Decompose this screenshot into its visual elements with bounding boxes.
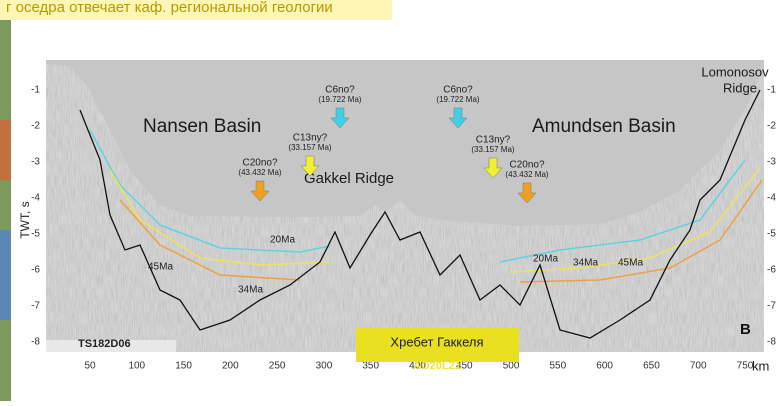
y-tick-label: -5: [31, 229, 40, 240]
x-tick-label: 550: [550, 361, 567, 372]
banner-text: г оседра отвечает каф. региональной геол…: [6, 0, 333, 16]
banner-bg: [0, 0, 392, 20]
x-tick-label: 150: [175, 361, 192, 372]
anomaly-name: C13ny?: [476, 135, 511, 146]
horizon: [119, 199, 301, 281]
panel-label: B: [740, 321, 751, 338]
y-tick-label: -8: [31, 337, 40, 348]
ridge-label: Gakkel Ridge: [304, 170, 394, 187]
arrow: [517, 182, 537, 204]
y-tick-label: -7: [767, 301, 776, 312]
anomaly-name: C13ny?: [293, 133, 328, 144]
basin-label: Amundsen Basin: [532, 116, 676, 137]
x-tick-label: 500: [503, 361, 520, 372]
x-tick-label: 750: [737, 361, 754, 372]
anomaly-name: C20no?: [509, 160, 544, 171]
y-tick-label: -6: [31, 265, 40, 276]
y-tick-label: -1: [31, 85, 40, 96]
anomaly-age: (19.722 Ma): [436, 95, 479, 104]
y-tick-label: -4: [767, 193, 776, 204]
profile-label: TS182D06: [78, 338, 131, 350]
anomaly-age: (19.722 Ma): [318, 95, 361, 104]
anomaly-name: C20no?: [242, 158, 277, 169]
basin-label: Nansen Basin: [143, 116, 261, 137]
x-tick-label: 100: [128, 361, 145, 372]
caption-box: [356, 328, 519, 362]
y-tick-label: -6: [767, 265, 776, 276]
y-tick-label: -2: [31, 121, 40, 132]
caption-title: Хребет Гаккеля: [390, 334, 483, 349]
y-axis-title: TWT, s: [18, 201, 32, 238]
x-tick-label: 450: [456, 361, 473, 372]
x-tick-label: 350: [362, 361, 379, 372]
anomaly-name: C6no?: [325, 85, 355, 96]
age-label: 20Ma: [270, 235, 295, 246]
arrow: [448, 107, 468, 129]
basement: [79, 89, 761, 339]
horizon: [109, 169, 331, 266]
y-tick-label: -2: [767, 121, 776, 132]
horizon: [509, 167, 761, 273]
x-tick-label: 650: [643, 361, 660, 372]
anomaly-age: (33.157 Ma): [471, 145, 514, 154]
arrow: [330, 107, 350, 129]
x-tick-label: 200: [222, 361, 239, 372]
x-tick-label: 700: [690, 361, 707, 372]
ridge-label: Lomonosov: [701, 64, 769, 79]
age-label: 34Ma: [573, 258, 598, 269]
map-strip: [0, 120, 11, 180]
anomaly-age: (43.432 Ma): [238, 168, 281, 177]
x-tick-label: 400: [409, 361, 426, 372]
label-box: [46, 340, 176, 352]
map-strip: [0, 230, 11, 320]
anomaly-age: (43.432 Ma): [505, 170, 548, 179]
y-tick-label: -1: [767, 85, 776, 96]
y-tick-label: -4: [31, 193, 40, 204]
ridge-label: Ridge: [723, 80, 757, 95]
horizon: [499, 159, 746, 263]
x-tick-label: 600: [596, 361, 613, 372]
arrow: [483, 157, 503, 179]
seismic-section: [46, 60, 764, 352]
age-label: 45Ma: [618, 258, 643, 269]
age-label: 20Ma: [533, 254, 558, 265]
anomaly-age: (33.157 Ma): [288, 143, 331, 152]
arrow: [300, 155, 320, 177]
y-tick-label: -3: [31, 157, 40, 168]
y-tick-label: -3: [767, 157, 776, 168]
arrow: [250, 180, 270, 202]
horizon: [519, 179, 763, 283]
anomaly-name: C6no?: [443, 85, 473, 96]
y-tick-label: -7: [31, 301, 40, 312]
age-label: 34Ma: [238, 285, 263, 296]
x-tick-label: 250: [269, 361, 286, 372]
map-strip: [0, 20, 11, 401]
age-label: 45Ma: [148, 262, 173, 273]
caption-subtitle: AO20L21: [413, 360, 461, 372]
y-tick-label: -5: [767, 229, 776, 240]
x-axis-unit: km: [752, 358, 769, 373]
horizon: [89, 129, 331, 253]
x-tick-label: 50: [84, 361, 96, 372]
y-tick-label: -8: [767, 337, 776, 348]
water-column: [46, 60, 764, 226]
x-tick-label: 300: [316, 361, 333, 372]
